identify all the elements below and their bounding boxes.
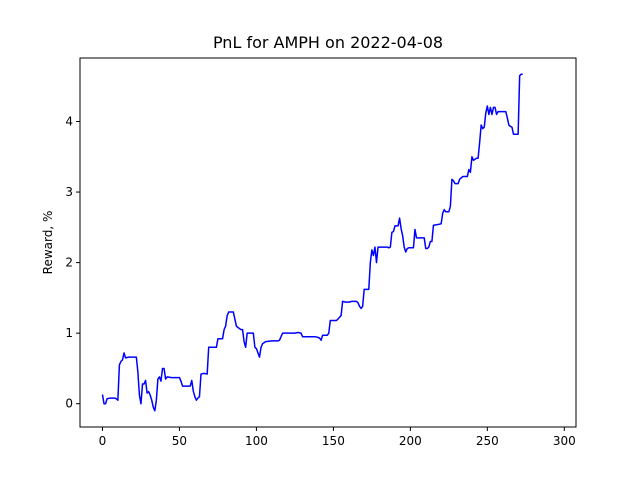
plot-area [79,57,577,428]
y-tick-label: 4 [65,114,73,128]
y-axis-label: Reward, % [41,211,55,275]
y-axis: 0 1 2 3 4 [65,114,80,411]
y-tick-label: 3 [65,185,73,199]
series-line-pnl [101,73,523,412]
y-tick-label: 0 [65,397,73,411]
y-tick-label: 1 [65,326,73,340]
x-tick-label: 200 [399,434,422,448]
x-tick-label: 150 [322,434,345,448]
chart-title: PnL for AMPH on 2022-04-08 [213,33,443,52]
x-tick-label: 100 [245,434,268,448]
x-tick-label: 50 [172,434,187,448]
x-tick-label: 300 [553,434,576,448]
x-tick-label: 250 [476,434,499,448]
y-tick-label: 2 [65,256,73,270]
series-layer [101,73,523,412]
x-axis: 0 50 100 150 200 250 300 [99,427,576,448]
x-tick-label: 0 [99,434,107,448]
